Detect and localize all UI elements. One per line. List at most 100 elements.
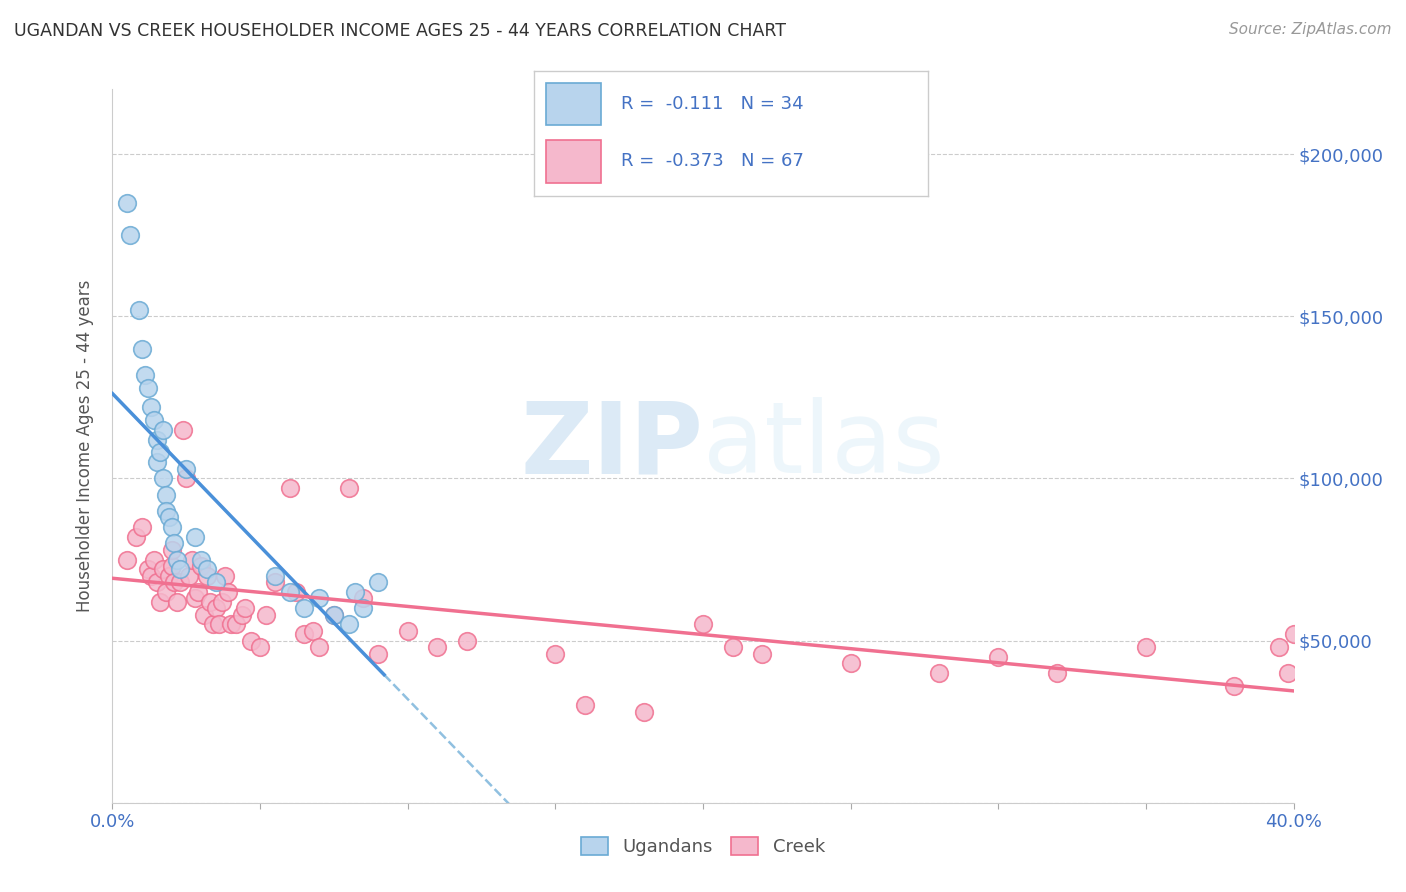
Point	[198, 595, 221, 609]
Text: atlas: atlas	[703, 398, 945, 494]
Point	[155, 504, 177, 518]
Point	[152, 423, 174, 437]
Point	[308, 640, 330, 654]
Point	[166, 552, 188, 566]
Point	[633, 705, 655, 719]
Point	[211, 595, 233, 609]
Point	[1223, 679, 1246, 693]
Point	[574, 698, 596, 713]
Point	[169, 562, 191, 576]
Point	[302, 624, 325, 638]
Point	[160, 559, 183, 574]
Point	[208, 617, 231, 632]
Point	[201, 617, 224, 632]
Point	[152, 562, 174, 576]
Point	[146, 575, 169, 590]
Point	[131, 342, 153, 356]
Point	[174, 461, 197, 475]
Point	[157, 568, 180, 582]
Text: UGANDAN VS CREEK HOUSEHOLDER INCOME AGES 25 - 44 YEARS CORRELATION CHART: UGANDAN VS CREEK HOUSEHOLDER INCOME AGES…	[14, 22, 786, 40]
Point	[352, 591, 374, 606]
Point	[1135, 640, 1157, 654]
Point	[146, 455, 169, 469]
Point	[190, 552, 212, 566]
Point	[278, 481, 301, 495]
Point	[157, 510, 180, 524]
Point	[352, 601, 374, 615]
Point	[149, 595, 172, 609]
FancyBboxPatch shape	[546, 140, 602, 183]
Point	[456, 633, 478, 648]
Point	[166, 595, 188, 609]
FancyBboxPatch shape	[546, 83, 602, 125]
Point	[249, 640, 271, 654]
Point	[1046, 666, 1069, 681]
Point	[264, 568, 287, 582]
Point	[190, 559, 212, 574]
Point	[131, 520, 153, 534]
Point	[292, 601, 315, 615]
Point	[751, 647, 773, 661]
Point	[1277, 666, 1299, 681]
Point	[205, 575, 228, 590]
Point	[219, 617, 242, 632]
Point	[308, 591, 330, 606]
Point	[231, 607, 253, 622]
Point	[544, 647, 567, 661]
Point	[987, 649, 1010, 664]
Point	[181, 552, 204, 566]
Point	[120, 228, 142, 243]
Point	[721, 640, 744, 654]
Point	[163, 536, 186, 550]
Point	[195, 568, 218, 582]
Text: R =  -0.373   N = 67: R = -0.373 N = 67	[621, 153, 804, 170]
Point	[136, 562, 159, 576]
Text: R =  -0.111   N = 34: R = -0.111 N = 34	[621, 95, 803, 112]
Point	[139, 568, 162, 582]
Point	[146, 433, 169, 447]
Point	[426, 640, 449, 654]
Point	[193, 607, 215, 622]
Point	[195, 562, 218, 576]
Point	[928, 666, 950, 681]
Y-axis label: Householder Income Ages 25 - 44 years: Householder Income Ages 25 - 44 years	[76, 280, 94, 612]
Point	[155, 585, 177, 599]
Point	[160, 520, 183, 534]
Point	[184, 530, 207, 544]
Point	[172, 423, 194, 437]
Text: Source: ZipAtlas.com: Source: ZipAtlas.com	[1229, 22, 1392, 37]
Point	[179, 568, 201, 582]
Point	[254, 607, 277, 622]
Point	[692, 617, 714, 632]
Point	[240, 633, 263, 648]
Point	[337, 481, 360, 495]
Point	[160, 542, 183, 557]
Point	[117, 552, 138, 566]
Point	[233, 601, 256, 615]
Legend: Ugandans, Creek: Ugandans, Creek	[572, 828, 834, 865]
Point	[284, 585, 307, 599]
Point	[1282, 627, 1305, 641]
Point	[1268, 640, 1291, 654]
Point	[139, 400, 162, 414]
Point	[396, 624, 419, 638]
Point	[264, 575, 287, 590]
Point	[155, 488, 177, 502]
Point	[292, 627, 315, 641]
Point	[152, 471, 174, 485]
Text: ZIP: ZIP	[520, 398, 703, 494]
Point	[337, 617, 360, 632]
Point	[134, 368, 156, 382]
Point	[367, 647, 389, 661]
Point	[217, 585, 239, 599]
Point	[187, 585, 209, 599]
Point	[169, 575, 191, 590]
Point	[125, 530, 148, 544]
Point	[323, 607, 346, 622]
Point	[184, 591, 207, 606]
Point	[214, 568, 236, 582]
Point	[343, 585, 366, 599]
Point	[367, 575, 389, 590]
Point	[142, 413, 165, 427]
Point	[128, 302, 150, 317]
